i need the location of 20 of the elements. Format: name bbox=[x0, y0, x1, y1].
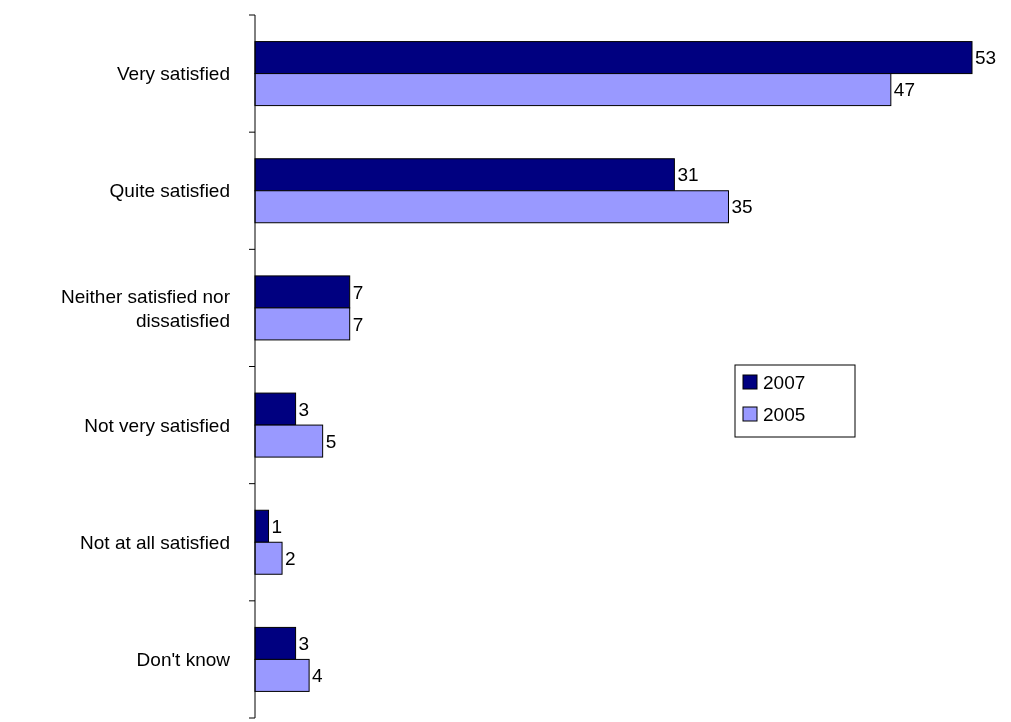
data-label: 1 bbox=[271, 515, 283, 537]
y-tick-label: Not at all satisfied bbox=[80, 531, 230, 553]
y-tick-label: Don't know bbox=[136, 649, 231, 671]
data-label: 5 bbox=[325, 430, 337, 452]
y-tick-label: Neither satisfied nor dissatisfied bbox=[61, 285, 231, 331]
data-label: 35 bbox=[731, 196, 753, 218]
data-label: 7 bbox=[352, 313, 364, 335]
y-tick-label: Very satisfied bbox=[117, 63, 230, 85]
y-tick-label: Not very satisfied bbox=[84, 414, 230, 436]
data-label: 4 bbox=[312, 665, 324, 687]
data-label: 3 bbox=[298, 398, 310, 420]
data-label: 53 bbox=[975, 47, 997, 69]
data-label: 7 bbox=[352, 281, 364, 303]
data-label: 47 bbox=[893, 79, 915, 101]
data-label: 31 bbox=[677, 164, 699, 186]
legend-label: 2007 bbox=[763, 371, 806, 393]
data-label: 3 bbox=[298, 633, 310, 655]
legend-label: 2005 bbox=[763, 403, 806, 425]
y-tick-label: Quite satisfied bbox=[109, 180, 230, 202]
data-label: 2 bbox=[285, 547, 296, 569]
